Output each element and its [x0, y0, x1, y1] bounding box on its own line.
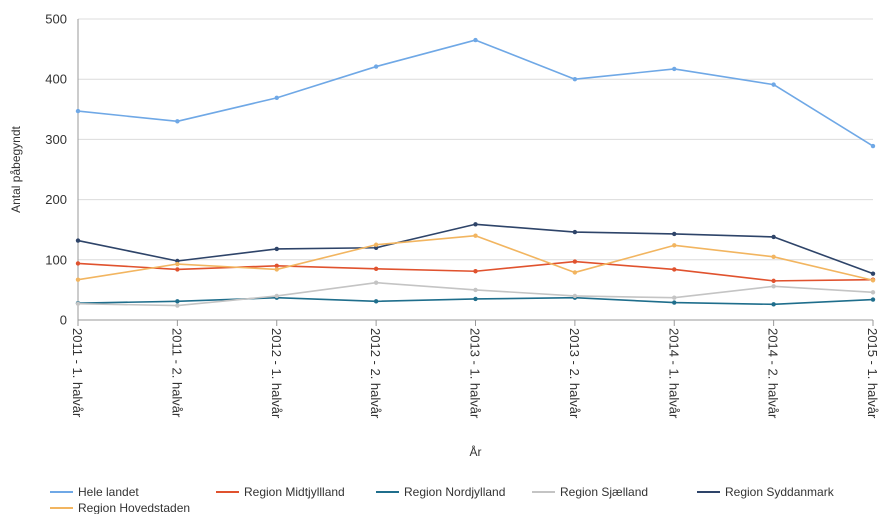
legend-label: Region Midtjyllland [244, 485, 345, 499]
data-point-region-nordjylland[interactable] [175, 299, 180, 304]
series-line-region-sjælland [77, 281, 874, 307]
data-point-region-midtjyllland[interactable] [75, 261, 81, 266]
y-tick-label: 500 [45, 12, 67, 27]
data-point-hele-landet[interactable] [870, 143, 876, 149]
legend[interactable]: Hele landet Region Midtjyllland Region Nor… [50, 485, 835, 514]
data-point-region-hovedstaden[interactable] [771, 254, 776, 259]
data-point-hele-landet[interactable] [373, 64, 379, 69]
data-point-region-midtjyllland[interactable] [771, 278, 776, 284]
series-lines [75, 37, 876, 308]
data-point-region-hovedstaden[interactable] [672, 243, 677, 248]
legend-item-region-hovedstaden[interactable]: Region Hovedstaden [50, 501, 190, 514]
y-axis-title: Antal påbegyndt [9, 125, 23, 212]
x-tick-labels: 2011 - 1. halvår 2011 - 2. halvår 2012 - 1… [70, 328, 880, 419]
data-point-hele-landet[interactable] [771, 82, 776, 87]
data-point-region-hovedstaden[interactable] [473, 233, 478, 238]
data-point-region-nordjylland[interactable] [672, 300, 677, 305]
x-axis-title: År [470, 444, 482, 459]
axes [77, 19, 874, 326]
data-point-region-sjælland[interactable] [274, 293, 279, 299]
data-point-region-midtjyllland[interactable] [572, 259, 578, 264]
data-point-region-hovedstaden[interactable] [373, 242, 379, 247]
data-point-hele-landet[interactable] [572, 77, 578, 82]
data-point-region-sjælland[interactable] [75, 301, 81, 306]
legend-item-region-syddanmark[interactable]: Region Syddanmark [697, 485, 835, 499]
x-tick-label: 2013 - 1. halvår [468, 328, 483, 419]
data-point-region-hovedstaden[interactable] [572, 270, 578, 275]
data-point-region-nordjylland[interactable] [373, 299, 379, 304]
legend-item-hele-landet[interactable]: Hele landet [50, 485, 139, 499]
series-line-hele-landet [77, 39, 874, 147]
x-tick-label: 2012 - 2. halvår [368, 328, 383, 419]
y-tick-label: 300 [45, 132, 67, 147]
legend-label: Region Syddanmark [725, 485, 835, 499]
x-tick-label: 2014 - 1. halvår [666, 328, 681, 419]
data-point-region-syddanmark[interactable] [672, 231, 677, 237]
data-point-region-syddanmark[interactable] [274, 246, 279, 252]
data-point-region-sjælland[interactable] [473, 287, 478, 293]
y-tick-label: 400 [45, 72, 67, 87]
data-point-region-sjælland[interactable] [373, 280, 379, 285]
legend-label: Hele landet [78, 485, 139, 499]
legend-label: Region Nordjylland [404, 485, 505, 499]
data-point-region-syddanmark[interactable] [373, 245, 379, 250]
data-point-region-midtjyllland[interactable] [672, 267, 677, 272]
x-tick-label: 2013 - 2. halvår [567, 328, 582, 419]
data-point-region-sjælland[interactable] [175, 303, 180, 308]
data-point-hele-landet[interactable] [274, 95, 279, 101]
legend-item-region-sjælland[interactable]: Region Sjælland [532, 485, 648, 499]
data-point-region-sjælland[interactable] [572, 293, 578, 299]
data-point-region-midtjyllland[interactable] [473, 269, 478, 274]
data-point-region-midtjyllland[interactable] [274, 263, 279, 269]
data-point-region-syddanmark[interactable] [75, 238, 81, 243]
data-point-region-nordjylland[interactable] [473, 296, 478, 302]
data-point-region-hovedstaden[interactable] [274, 267, 279, 272]
data-point-region-hovedstaden[interactable] [175, 261, 180, 267]
data-point-region-syddanmark[interactable] [572, 229, 578, 235]
data-point-region-hovedstaden[interactable] [870, 278, 876, 283]
data-point-region-nordjylland[interactable] [771, 302, 776, 307]
data-point-region-syddanmark[interactable] [870, 271, 876, 276]
data-point-hele-landet[interactable] [75, 108, 81, 114]
data-point-region-midtjyllland[interactable] [175, 267, 180, 272]
legend-label: Region Sjælland [560, 485, 648, 499]
x-tick-label: 2012 - 1. halvår [269, 328, 284, 419]
series-line-region-syddanmark [77, 223, 874, 275]
x-tick-label: 2014 - 2. halvår [766, 328, 781, 419]
legend-label: Region Hovedstaden [78, 501, 190, 514]
data-point-region-midtjyllland[interactable] [373, 266, 379, 272]
data-point-region-sjælland[interactable] [771, 284, 776, 289]
data-point-region-syddanmark[interactable] [473, 222, 478, 227]
x-tick-label: 2015 - 1. halvår [865, 328, 880, 419]
data-point-hele-landet[interactable] [473, 37, 478, 43]
x-tick-label: 2011 - 2. halvår [169, 328, 184, 418]
y-tick-label: 200 [45, 192, 67, 207]
data-point-region-nordjylland[interactable] [870, 297, 876, 302]
y-tick-label: 100 [45, 252, 67, 267]
legend-item-region-midtjyllland[interactable]: Region Midtjyllland [216, 485, 345, 499]
data-point-hele-landet[interactable] [672, 66, 677, 72]
data-point-region-sjælland[interactable] [672, 295, 677, 300]
legend-item-region-nordjylland[interactable]: Region Nordjylland [376, 485, 505, 499]
data-point-region-hovedstaden[interactable] [75, 277, 81, 282]
y-tick-label: 0 [60, 313, 67, 328]
y-tick-labels: 0 100 200 300 400 500 [45, 12, 67, 328]
data-point-region-syddanmark[interactable] [175, 258, 180, 264]
data-point-hele-landet[interactable] [175, 119, 180, 124]
data-point-region-sjælland[interactable] [870, 290, 876, 295]
x-tick-label: 2011 - 1. halvår [70, 328, 85, 418]
data-point-region-syddanmark[interactable] [771, 234, 776, 240]
